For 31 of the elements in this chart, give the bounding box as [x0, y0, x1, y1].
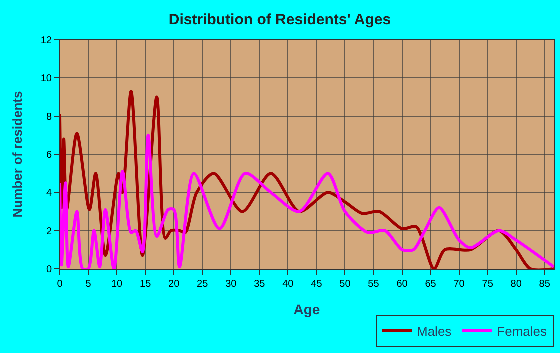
y-tick-label: 2	[46, 226, 52, 238]
x-tick-label: 15	[140, 279, 152, 290]
x-tick-label: 50	[340, 279, 352, 290]
x-tick-label: 65	[425, 279, 437, 290]
line-series	[60, 134, 554, 269]
x-tick-label: 70	[454, 279, 466, 290]
x-tick-label: 30	[226, 279, 238, 290]
y-tick-label: 8	[46, 112, 52, 123]
y-tick-label: 10	[40, 74, 52, 85]
x-tick-label: 40	[282, 279, 294, 290]
chart-title: Distribution of Residents' Ages	[168, 12, 392, 29]
x-tick-label: 45	[311, 279, 323, 290]
x-tick-label: 85	[539, 279, 551, 290]
y-tick-label: 0	[46, 264, 52, 276]
legend-label: Males	[417, 324, 452, 339]
x-axis-title: Age	[294, 301, 320, 318]
y-tick-label: 12	[40, 36, 52, 46]
x-tick-label: 0	[57, 279, 64, 290]
y-tick-label: 6	[46, 150, 52, 161]
x-tick-label: 5	[86, 279, 92, 290]
legend-label: Females	[497, 324, 548, 339]
x-tick-label: 35	[254, 279, 266, 290]
x-tick-label: 80	[510, 279, 522, 290]
x-tick-label: 10	[111, 279, 124, 290]
y-tick-label: 4	[46, 188, 52, 200]
x-tick-label: 60	[396, 279, 408, 290]
x-tick-label: 75	[482, 279, 494, 290]
x-tick-label: 25	[197, 279, 209, 290]
y-axis-title: Number of residents	[10, 91, 25, 218]
x-tick-label: 55	[368, 279, 380, 290]
x-tick-label: 20	[168, 279, 180, 290]
